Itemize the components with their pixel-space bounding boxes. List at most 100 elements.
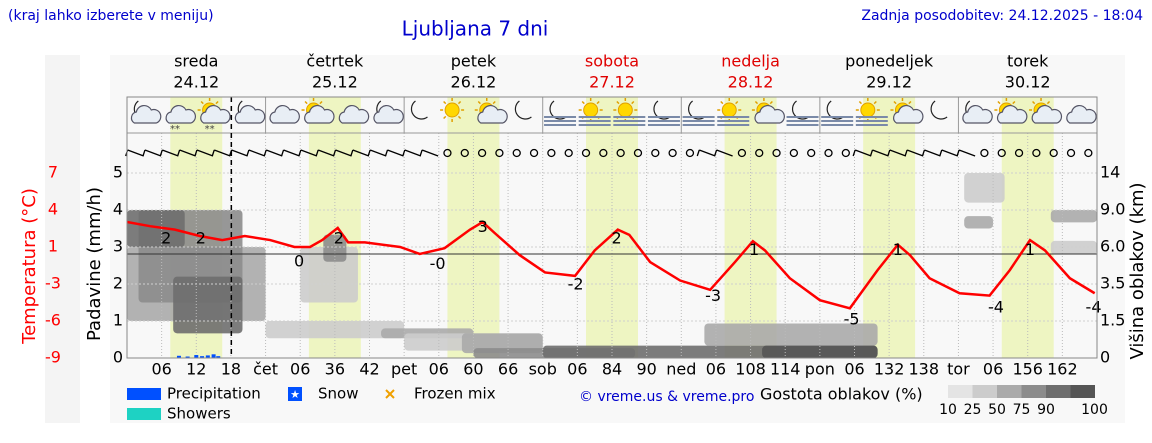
cloud xyxy=(477,104,508,124)
temperature-axis-title: Temperatura (°C) xyxy=(19,188,40,345)
weather-icon xyxy=(578,98,611,126)
sun-ray xyxy=(1032,100,1036,105)
cloud xyxy=(962,104,993,124)
cloud-cell xyxy=(704,323,878,346)
snow-flakes: ** xyxy=(170,124,180,135)
weather-icon xyxy=(440,98,465,122)
weather-icon xyxy=(269,104,300,124)
y-tick-label: 0 xyxy=(113,348,123,367)
day-date: 26.12 xyxy=(451,73,497,92)
wind-barb xyxy=(194,149,198,157)
x-tick-label: 156 xyxy=(1012,360,1043,379)
wind-barb xyxy=(196,149,214,157)
x-tick-label: pet xyxy=(391,360,417,379)
cloud xyxy=(1066,104,1097,124)
day-name: četrtek xyxy=(306,52,364,71)
wind-calm xyxy=(564,148,573,158)
sun-ray xyxy=(581,100,585,105)
wind-barb xyxy=(317,149,335,157)
plot-frame xyxy=(126,96,1098,359)
wind-barb xyxy=(716,149,733,157)
weather-icon xyxy=(962,100,993,124)
wind-calm xyxy=(1049,148,1058,158)
weather-icon xyxy=(855,98,888,126)
cloud-legend-title: Gostota oblakov (%) xyxy=(760,385,923,404)
wind-barb xyxy=(852,149,856,157)
weather-icon xyxy=(338,104,370,124)
cloud xyxy=(373,104,404,124)
temperature-tick-label: 4 xyxy=(48,200,58,219)
sun xyxy=(617,102,633,118)
x-tick-label: 06 xyxy=(290,360,310,379)
x-tick-label: 18 xyxy=(221,360,241,379)
x-tick-label: 60 xyxy=(463,360,483,379)
cloud-legend-swatch xyxy=(1046,385,1071,398)
legend-label: Frozen mix xyxy=(414,385,496,403)
updated: Zadnja posodobitev: 24.12.2025 - 18:04 xyxy=(861,8,1143,24)
sun xyxy=(721,102,737,118)
sun-ray xyxy=(1046,100,1051,105)
cloud-cell xyxy=(173,276,243,334)
weather-icon xyxy=(234,100,266,124)
day-name: torek xyxy=(1007,52,1049,71)
wind-barb xyxy=(369,149,387,157)
sun-ray xyxy=(596,100,600,105)
temperature-tick-label: 7 xyxy=(48,163,58,182)
cloud-legend-swatch xyxy=(948,385,973,398)
cloud-legend-label: 50 xyxy=(988,402,1006,418)
sun-ray xyxy=(720,100,724,105)
wind-barb xyxy=(854,149,872,157)
weather-icon xyxy=(751,98,785,124)
wind-calm xyxy=(772,148,781,158)
wind-barb xyxy=(179,149,196,157)
precipitation-bar xyxy=(194,355,199,358)
temperature-tick-label: -3 xyxy=(45,274,61,293)
y2-tick-label: 9.0 xyxy=(1100,200,1125,219)
wind-calm xyxy=(1066,148,1076,158)
day-date: 30.12 xyxy=(1005,73,1051,92)
weather-icon xyxy=(930,100,948,120)
temperature-line xyxy=(126,220,1096,310)
weather-icon xyxy=(474,98,508,124)
wind-calm xyxy=(668,148,677,158)
wind-calm xyxy=(477,148,487,158)
weather-icon xyxy=(514,100,532,120)
temperature-label: 2 xyxy=(334,228,344,247)
legend-label: Showers xyxy=(167,405,231,423)
sun-ray xyxy=(457,100,462,105)
temperature-label: 0 xyxy=(294,251,304,270)
wind-calm xyxy=(443,148,452,158)
cloud-cell xyxy=(323,234,347,262)
y-tick-label: 3 xyxy=(113,237,123,256)
wind-barb xyxy=(280,149,285,157)
wind-barb xyxy=(263,149,267,157)
daylight-band xyxy=(1001,97,1054,358)
x-tick-label: 84 xyxy=(602,360,622,379)
wind-barb xyxy=(713,149,718,157)
wind-calm xyxy=(1032,148,1041,158)
moon xyxy=(410,100,428,120)
cloud xyxy=(338,104,370,124)
wind-barb xyxy=(248,149,266,157)
wind-calm xyxy=(1084,148,1093,158)
wind-barb xyxy=(142,149,146,157)
chart-title: Ljubljana 7 dni xyxy=(402,17,549,41)
x-tick-label: 132 xyxy=(874,360,905,379)
x-tick-label: 06 xyxy=(844,360,864,379)
legend-label: Snow xyxy=(318,385,358,403)
wind-barb xyxy=(904,149,908,157)
wind-calm xyxy=(685,148,695,158)
y2-tick-label: 6.0 xyxy=(1100,237,1125,256)
y-tick-label: 1 xyxy=(113,311,123,330)
weather-icon xyxy=(410,100,428,120)
x-tick-label: 06 xyxy=(706,360,726,379)
wind-barb xyxy=(352,149,370,157)
wind-barb xyxy=(887,149,891,157)
cloud-cell xyxy=(964,216,994,229)
sun xyxy=(860,102,876,118)
weather-icon xyxy=(1066,104,1097,124)
x-tick-label: 06 xyxy=(151,360,171,379)
sun-ray xyxy=(893,100,897,105)
weather-icon xyxy=(544,100,577,126)
